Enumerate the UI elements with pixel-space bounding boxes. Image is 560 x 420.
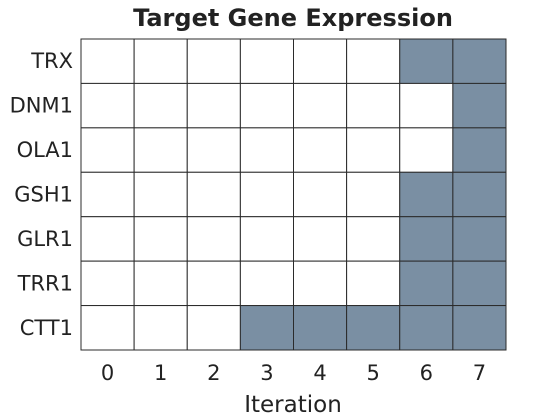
x-tick-label: 3 — [260, 361, 273, 385]
heatmap-cell-glr1-7 — [452, 216, 507, 262]
heatmap-cell-trx-3 — [239, 38, 294, 84]
y-tick-labels: TRX DNM1 OLA1 GSH1 GLR1 TRR1 CTT1 — [10, 49, 73, 340]
heatmap-cells — [80, 38, 507, 351]
heatmap-cell-dnm1-4 — [293, 82, 348, 129]
x-tick-label: 4 — [313, 361, 326, 385]
y-tick-label: GSH1 — [14, 183, 73, 207]
x-tick-label: 6 — [420, 361, 433, 385]
heatmap-cell-dnm1-7 — [452, 82, 507, 129]
y-tick-label: DNM1 — [10, 94, 73, 118]
heatmap-cell-ola1-7 — [452, 127, 507, 173]
heatmap-cell-ola1-0 — [80, 127, 135, 173]
y-tick-label: GLR1 — [17, 227, 73, 251]
y-tick-label: CTT1 — [20, 316, 73, 340]
heatmap-cell-gsh1-5 — [346, 171, 401, 218]
heatmap-cell-trx-5 — [346, 38, 401, 84]
y-tick-label: TRX — [30, 49, 73, 73]
heatmap-cell-trx-6 — [399, 38, 454, 84]
heatmap-cell-gsh1-3 — [239, 171, 294, 218]
x-tick-label: 0 — [101, 361, 114, 385]
heatmap-cell-gsh1-0 — [80, 171, 135, 218]
heatmap-cell-trr1-6 — [399, 260, 454, 307]
x-tick-label: 2 — [207, 361, 220, 385]
x-tick-label: 1 — [154, 361, 167, 385]
heatmap-cell-trr1-4 — [293, 260, 348, 307]
heatmap-cell-glr1-3 — [239, 216, 294, 262]
heatmap-cell-glr1-4 — [293, 216, 348, 262]
heatmap-cell-trx-7 — [452, 38, 507, 84]
y-tick-label: OLA1 — [17, 138, 73, 162]
heatmap-cell-trx-1 — [133, 38, 188, 84]
heatmap-cell-dnm1-3 — [239, 82, 294, 129]
heatmap-cell-ola1-5 — [346, 127, 401, 173]
heatmap-cell-trr1-0 — [80, 260, 135, 307]
heatmap-cell-ctt1-7 — [452, 305, 507, 351]
x-tick-labels: 0 1 2 3 4 5 6 7 — [101, 361, 486, 385]
heatmap-cell-glr1-0 — [80, 216, 135, 262]
heatmap-cell-ctt1-0 — [80, 305, 135, 351]
chart-title: Target Gene Expression — [133, 4, 453, 32]
heatmap-cell-trr1-7 — [452, 260, 507, 307]
heatmap-cell-ola1-3 — [239, 127, 294, 173]
heatmap-cell-trx-4 — [293, 38, 348, 84]
heatmap-cell-trr1-3 — [239, 260, 294, 307]
heatmap-cell-glr1-1 — [133, 216, 188, 262]
heatmap-cell-ola1-2 — [186, 127, 241, 173]
heatmap-cell-dnm1-6 — [399, 82, 454, 129]
heatmap-cell-gsh1-1 — [133, 171, 188, 218]
y-tick-label: TRR1 — [17, 271, 73, 295]
heatmap-cell-trx-0 — [80, 38, 135, 84]
heatmap-cell-glr1-6 — [399, 216, 454, 262]
heatmap-cell-ola1-6 — [399, 127, 454, 173]
x-axis-label: Iteration — [244, 392, 342, 418]
heatmap-cell-dnm1-1 — [133, 82, 188, 129]
heatmap-cell-dnm1-2 — [186, 82, 241, 129]
heatmap-cell-ctt1-3 — [239, 305, 294, 351]
heatmap-cell-ctt1-2 — [186, 305, 241, 351]
heatmap-cell-ctt1-4 — [293, 305, 348, 351]
heatmap-cell-gsh1-4 — [293, 171, 348, 218]
heatmap-cell-ola1-1 — [133, 127, 188, 173]
x-tick-label: 7 — [473, 361, 486, 385]
x-tick-label: 5 — [367, 361, 380, 385]
heatmap-cell-glr1-5 — [346, 216, 401, 262]
heatmap-cell-glr1-2 — [186, 216, 241, 262]
heatmap-cell-gsh1-2 — [186, 171, 241, 218]
heatmap-cell-ctt1-5 — [346, 305, 401, 351]
heatmap-cell-gsh1-6 — [399, 171, 454, 218]
heatmap-cell-trr1-5 — [346, 260, 401, 307]
heatmap-cell-trx-2 — [186, 38, 241, 84]
heatmap-cell-gsh1-7 — [452, 171, 507, 218]
heatmap-cell-dnm1-0 — [80, 82, 135, 129]
heatmap-cell-trr1-1 — [133, 260, 188, 307]
heatmap-cell-trr1-2 — [186, 260, 241, 307]
heatmap-cell-ola1-4 — [293, 127, 348, 173]
heatmap-cell-ctt1-6 — [399, 305, 454, 351]
heatmap-cell-dnm1-5 — [346, 82, 401, 129]
heatmap-cell-ctt1-1 — [133, 305, 188, 351]
